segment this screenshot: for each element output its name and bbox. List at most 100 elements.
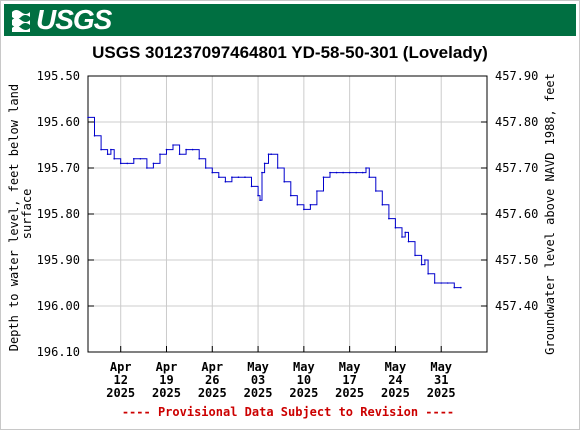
data-point xyxy=(348,171,351,174)
data-point xyxy=(261,171,263,174)
provisional-note: ---- Provisional Data Subject to Revisio… xyxy=(122,405,454,419)
data-point xyxy=(152,162,155,165)
data-point xyxy=(178,153,181,155)
data-point xyxy=(424,259,426,261)
chart-title: USGS 301237097464801 YD-58-50-301 (Lovel… xyxy=(92,43,488,62)
x-tick-label-day: 19 xyxy=(159,373,173,387)
y-axis-label-right: Groundwater level above NAVD 1988, feet xyxy=(543,73,557,355)
x-tick-label-year: 2025 xyxy=(335,386,364,400)
x-tick-label-year: 2025 xyxy=(289,386,318,400)
y-axis-label-left-line1: Depth to water level, feet below land xyxy=(7,84,21,351)
y-tick-label-left: 196.10 xyxy=(37,345,80,359)
data-point xyxy=(191,148,194,151)
y-tick-label-left: 196.00 xyxy=(37,299,80,313)
x-tick-label-month: May xyxy=(247,360,269,374)
data-point xyxy=(113,158,115,160)
data-point xyxy=(106,153,109,155)
data-point xyxy=(231,176,233,178)
usgs-logo-text: USGS xyxy=(36,4,112,35)
data-point xyxy=(146,167,148,169)
data-point xyxy=(433,282,436,284)
usgs-wave-icon xyxy=(12,10,30,32)
x-tick-label-day: 26 xyxy=(205,373,219,387)
data-point xyxy=(270,153,272,155)
data-point xyxy=(420,263,423,266)
x-tick-label-year: 2025 xyxy=(381,386,410,400)
data-point xyxy=(259,199,261,201)
data-point xyxy=(316,190,318,192)
data-point xyxy=(211,171,214,174)
data-point xyxy=(446,282,449,284)
x-tick-label-month: May xyxy=(339,360,361,374)
x-tick-label-year: 2025 xyxy=(427,386,456,400)
data-point xyxy=(244,176,246,178)
data-point xyxy=(257,194,259,197)
data-point xyxy=(414,254,416,257)
data-point xyxy=(218,176,220,178)
data-point xyxy=(100,148,102,151)
data-point xyxy=(87,116,89,119)
data-point xyxy=(427,273,429,275)
x-tick-label-day: 31 xyxy=(434,373,448,387)
y-tick-label-left: 195.70 xyxy=(37,161,80,175)
data-point xyxy=(407,240,410,243)
ticks-layer: 195.50 195.60 195.70 195.80 195.90 196.00 196.… xyxy=(37,69,539,400)
x-tick-label-day: 24 xyxy=(388,373,402,387)
data-point xyxy=(276,167,279,169)
data-point xyxy=(110,148,112,151)
data-point xyxy=(365,167,367,169)
series-layer xyxy=(87,116,462,289)
y-tick-label-right: 457.90 xyxy=(495,69,538,83)
data-point xyxy=(309,204,312,206)
data-point xyxy=(296,204,299,206)
data-point xyxy=(388,217,390,220)
data-point xyxy=(159,153,161,155)
data-point xyxy=(303,208,305,211)
x-tick-label-year: 2025 xyxy=(106,386,135,400)
data-point xyxy=(283,181,286,183)
data-point xyxy=(394,227,397,229)
x-tick-label-month: May xyxy=(293,360,315,374)
data-point xyxy=(368,176,371,178)
data-point xyxy=(165,148,168,151)
y-tick-label-right: 457.50 xyxy=(495,253,538,267)
x-tick-label-day: 10 xyxy=(297,373,311,387)
data-point xyxy=(119,162,122,165)
y-tick-label-left: 195.60 xyxy=(37,115,80,129)
data-point xyxy=(267,153,270,155)
x-tick-label-month: Apr xyxy=(201,360,223,374)
data-point xyxy=(361,171,364,174)
y-axis-label-left-line2: surface xyxy=(20,189,34,240)
x-tick-label-year: 2025 xyxy=(198,386,227,400)
x-tick-label-month: May xyxy=(385,360,407,374)
y-tick-label-right: 457.60 xyxy=(495,207,538,221)
data-point xyxy=(375,190,377,192)
data-point xyxy=(453,286,456,289)
data-point xyxy=(440,282,443,284)
data-point xyxy=(335,171,338,174)
data-point xyxy=(460,286,462,289)
data-point xyxy=(126,162,129,165)
usgs-banner: USGS xyxy=(4,4,576,36)
x-tick-label-month: Apr xyxy=(110,360,132,374)
y-tick-label-left: 195.90 xyxy=(37,253,80,267)
data-point xyxy=(381,204,384,206)
data-point xyxy=(198,158,200,160)
x-tick-label-year: 2025 xyxy=(152,386,181,400)
data-point xyxy=(342,171,344,174)
data-point xyxy=(172,144,174,146)
x-tick-label-day: 12 xyxy=(113,373,127,387)
usgs-logo: USGS xyxy=(10,4,112,35)
water-level-series-line xyxy=(88,116,461,289)
x-tick-label-day: 17 xyxy=(342,373,356,387)
data-point xyxy=(237,176,240,178)
data-point xyxy=(250,185,253,188)
data-point xyxy=(322,176,325,178)
y-tick-label-right: 457.80 xyxy=(495,115,538,129)
y-axis-label-left: Depth to water level, feet below land su… xyxy=(7,77,34,352)
data-point xyxy=(355,171,357,174)
y-tick-label-left: 195.80 xyxy=(37,207,80,221)
data-point xyxy=(224,181,227,183)
